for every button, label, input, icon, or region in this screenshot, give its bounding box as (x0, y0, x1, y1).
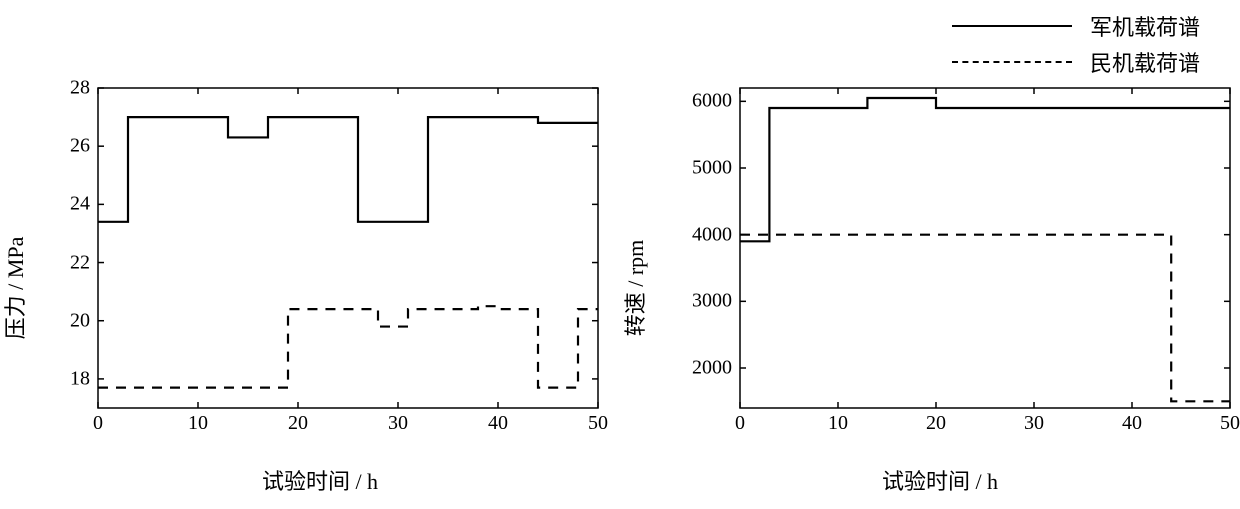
y-tick-label: 18 (70, 367, 90, 390)
series-civil (98, 306, 598, 387)
series-military (98, 117, 598, 222)
x-axis-label: 试验时间 / h (882, 464, 998, 496)
x-tick-label: 10 (828, 412, 848, 435)
legend-label: 军机载荷谱 (1090, 10, 1200, 42)
legend-label: 民机载荷谱 (1090, 46, 1200, 78)
x-tick-label: 50 (588, 412, 608, 435)
x-tick-label: 0 (735, 412, 745, 435)
x-tick-label: 30 (1024, 412, 1044, 435)
y-tick-label: 5000 (692, 157, 732, 180)
legend-line-dashed (952, 61, 1072, 63)
pressure-chart: 压力 / MPa 01020304050182022242628 试验时间 / … (20, 88, 620, 488)
y-tick-label: 22 (70, 251, 90, 274)
x-tick-label: 20 (926, 412, 946, 435)
plot-area-right: 0102030405020003000400050006000 (740, 88, 1230, 408)
y-tick-label: 4000 (692, 223, 732, 246)
legend-item-civil: 民机载荷谱 (952, 46, 1200, 78)
y-tick-label: 2000 (692, 357, 732, 380)
x-tick-label: 10 (188, 412, 208, 435)
series-civil (740, 235, 1230, 402)
series-military (740, 98, 1230, 241)
x-tick-label: 40 (1122, 412, 1142, 435)
y-tick-label: 3000 (692, 290, 732, 313)
plot-area-left: 01020304050182022242628 (98, 88, 598, 408)
x-tick-label: 40 (488, 412, 508, 435)
y-tick-label: 24 (70, 193, 90, 216)
x-tick-label: 30 (388, 412, 408, 435)
y-tick-label: 20 (70, 309, 90, 332)
x-tick-label: 50 (1220, 412, 1240, 435)
legend-line-solid (952, 25, 1072, 27)
y-axis-label: 转速 / rpm (618, 240, 650, 337)
charts-container: 压力 / MPa 01020304050182022242628 试验时间 / … (0, 88, 1240, 488)
speed-chart: 转速 / rpm 0102030405020003000400050006000… (640, 88, 1240, 488)
chart-svg (98, 88, 598, 408)
chart-svg (740, 88, 1230, 408)
legend: 军机载荷谱 民机载荷谱 (952, 10, 1200, 78)
y-tick-label: 6000 (692, 90, 732, 113)
y-axis-label: 压力 / MPa (0, 237, 30, 340)
x-axis-label: 试验时间 / h (262, 464, 378, 496)
legend-item-military: 军机载荷谱 (952, 10, 1200, 42)
y-tick-label: 26 (70, 135, 90, 158)
x-tick-label: 0 (93, 412, 103, 435)
y-tick-label: 28 (70, 77, 90, 100)
x-tick-label: 20 (288, 412, 308, 435)
